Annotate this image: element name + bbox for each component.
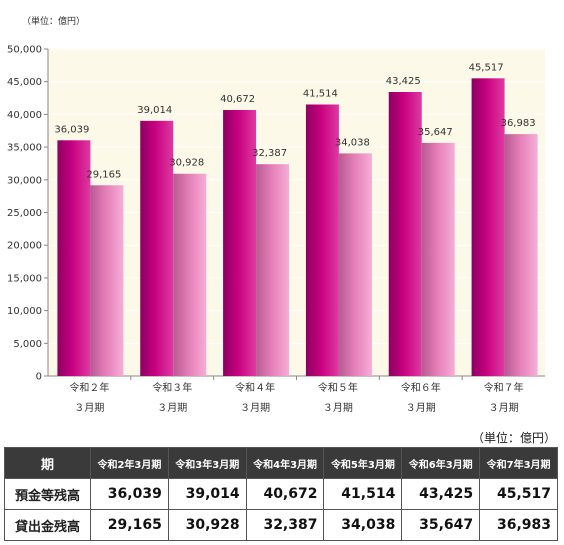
table-cell: 30,928	[167, 509, 247, 541]
table-row: 貸出金残高 29,165 30,928 32,387 34,038 35,647…	[4, 509, 558, 541]
table-cell: 29,165	[90, 509, 169, 541]
chart-unit-label: （単位：億円）	[22, 17, 86, 27]
x-tick-label: ３月期	[240, 402, 270, 414]
x-tick-label: 令和５年	[318, 381, 358, 394]
bar-deposit	[305, 104, 339, 376]
x-tick-label: 令和４年	[235, 381, 275, 394]
table-cell: 36,983	[479, 509, 558, 541]
y-tick-label: 0	[36, 372, 42, 383]
x-tick-label: ３月期	[323, 402, 353, 414]
y-tick-label: 30,000	[7, 175, 42, 186]
bar-deposit	[388, 92, 422, 377]
table-col-header: 令和3年3月期	[167, 447, 247, 479]
y-tick-label: 35,000	[7, 143, 42, 154]
table-cell: 36,039	[90, 478, 169, 510]
data-label-loan: 32,387	[252, 148, 287, 159]
data-label-loan: 30,928	[169, 158, 204, 169]
table-cell: 40,672	[245, 478, 325, 510]
table-row-label: 預金等残高	[4, 478, 91, 510]
table-cell: 35,647	[401, 509, 481, 541]
y-tick-label: 50,000	[7, 45, 42, 56]
x-tick-label: ３月期	[406, 402, 436, 414]
table-cell: 45,517	[479, 478, 558, 510]
data-label-deposit: 43,425	[386, 76, 421, 87]
bar-loan	[338, 153, 372, 376]
x-tick-label: ３月期	[157, 402, 187, 414]
bar-deposit	[140, 120, 174, 376]
data-label-loan: 36,983	[501, 118, 536, 129]
data-label-loan: 29,165	[86, 169, 121, 180]
table-row-label: 貸出金残高	[4, 509, 91, 541]
y-tick-label: 15,000	[7, 273, 42, 284]
bar-loan	[173, 173, 207, 376]
table-row: 預金等残高 36,039 39,014 40,672 41,514 43,425…	[4, 478, 558, 510]
x-tick-label: 令和３年	[152, 381, 192, 394]
bar-loan	[90, 185, 124, 376]
axes: 0 5,000 10,000 15,000 20,000 25,000 30,000 35,0…	[7, 45, 545, 414]
bar-deposit	[471, 78, 505, 376]
table-col-header: 令和4年3月期	[245, 447, 325, 479]
bar-loan	[256, 164, 290, 376]
table-corner-header: 期	[4, 447, 91, 479]
y-tick-label: 20,000	[7, 241, 42, 252]
bar-loan	[504, 134, 538, 376]
y-tick-label: 25,000	[7, 208, 42, 219]
bar-deposit	[223, 110, 257, 376]
table-cell: 43,425	[401, 478, 481, 510]
x-tick-label: 令和２年	[69, 381, 109, 394]
y-tick-label: 5,000	[13, 339, 42, 350]
data-labels: 36,039 29,165 39,014 30,928 40,672 32,387 41,5…	[54, 62, 535, 180]
table-col-header: 令和6年3月期	[401, 447, 481, 479]
bar-chart: 0 5,000 10,000 15,000 20,000 25,000 30,000 35,0…	[7, 45, 545, 414]
x-tick-label: 令和７年	[484, 381, 524, 394]
table-header-row: 期 令和2年3月期 令和3年3月期 令和4年3月期 令和5年3月期 令和6年3月…	[4, 447, 558, 479]
y-tick-label: 10,000	[7, 306, 42, 317]
data-label-deposit: 45,517	[469, 62, 504, 73]
table-cell: 32,387	[245, 509, 325, 541]
table-cell: 34,038	[323, 509, 403, 541]
table-col-header: 令和2年3月期	[90, 447, 169, 479]
table-col-header: 令和7年3月期	[479, 447, 558, 479]
data-label-deposit: 40,672	[220, 94, 255, 105]
data-label-deposit: 36,039	[54, 124, 89, 135]
data-label-loan: 35,647	[418, 127, 453, 138]
table-unit-label: （単位：億円）	[471, 431, 556, 445]
x-tick-label: ３月期	[74, 402, 104, 414]
bar-loan	[421, 142, 455, 376]
data-table: 期 令和2年3月期 令和3年3月期 令和4年3月期 令和5年3月期 令和6年3月…	[4, 447, 558, 541]
data-label-deposit: 39,014	[137, 105, 172, 116]
bars	[57, 78, 538, 377]
x-tick-label: ３月期	[489, 402, 519, 414]
x-tick-label: 令和６年	[401, 381, 441, 394]
y-tick-label: 45,000	[7, 77, 42, 88]
data-label-loan: 34,038	[335, 137, 370, 148]
bar-deposit	[57, 140, 91, 376]
table-cell: 39,014	[167, 478, 247, 510]
table-col-header: 令和5年3月期	[323, 447, 403, 479]
y-tick-label: 40,000	[7, 110, 42, 121]
data-label-deposit: 41,514	[303, 88, 338, 99]
gridlines	[48, 48, 545, 344]
table-cell: 41,514	[323, 478, 403, 510]
